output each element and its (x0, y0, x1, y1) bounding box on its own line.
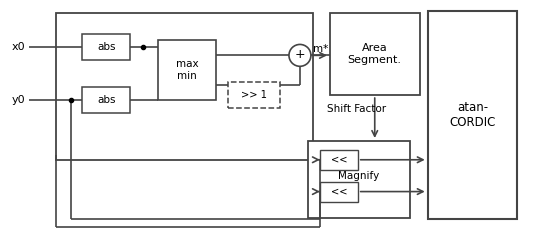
Text: Area
Segment.: Area Segment. (348, 43, 402, 65)
Bar (308, 141, 410, 218)
Text: y0: y0 (12, 95, 25, 105)
Bar (55, 13, 313, 160)
Bar (83, 87, 130, 113)
Text: m*: m* (313, 44, 328, 54)
Bar (158, 40, 216, 100)
Bar (427, 11, 517, 219)
Text: >> 1: >> 1 (241, 90, 267, 100)
Text: max
min: max min (176, 60, 198, 81)
Text: Shift Factor: Shift Factor (327, 104, 386, 114)
Text: <<: << (330, 187, 347, 197)
Bar (320, 182, 358, 201)
Text: abs: abs (97, 95, 116, 105)
Circle shape (289, 44, 311, 66)
Bar (330, 13, 420, 95)
Bar (228, 82, 280, 108)
Text: +: + (295, 48, 305, 61)
Text: abs: abs (97, 42, 116, 52)
Text: atan-
CORDIC: atan- CORDIC (449, 101, 496, 129)
Bar (83, 34, 130, 60)
Text: <<: << (330, 155, 347, 165)
Text: x0: x0 (12, 42, 25, 52)
Bar (320, 150, 358, 170)
Text: Magnify: Magnify (338, 171, 379, 181)
